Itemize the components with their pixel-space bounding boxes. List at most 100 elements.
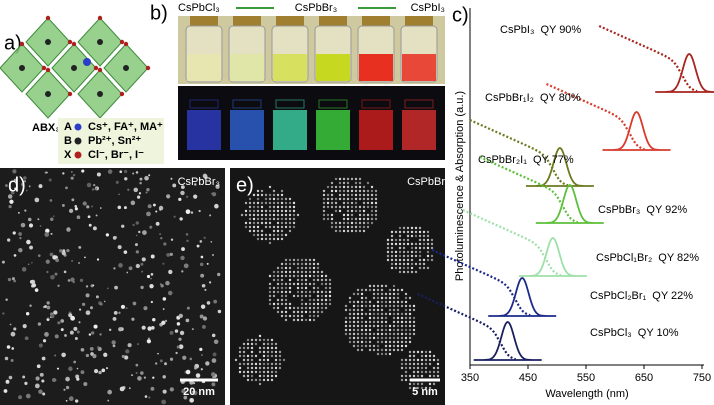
atom-column xyxy=(356,328,360,332)
atom-column xyxy=(300,310,304,314)
atom-column xyxy=(404,328,408,332)
atom-column xyxy=(354,189,358,193)
atom-column xyxy=(278,354,282,358)
absorption-curve xyxy=(546,83,645,151)
atom-column xyxy=(248,213,252,217)
atom-column xyxy=(408,350,412,354)
atom-column xyxy=(352,316,356,320)
atom-column xyxy=(390,246,394,250)
particle xyxy=(6,345,11,349)
particle xyxy=(70,277,75,282)
particle xyxy=(190,211,194,214)
atom-column xyxy=(324,278,328,282)
atom-column xyxy=(308,314,312,318)
atom-column xyxy=(408,374,412,378)
quantum-yield: QY 90% xyxy=(540,24,581,36)
atom-column xyxy=(256,237,260,241)
particle xyxy=(137,376,142,381)
particle xyxy=(121,224,125,228)
atom-column xyxy=(258,350,262,354)
particle xyxy=(161,320,166,325)
vial-cap xyxy=(190,16,218,26)
scale-label: 20 nm xyxy=(183,386,215,398)
atom-column xyxy=(292,225,296,229)
atom-column xyxy=(242,358,246,362)
particle xyxy=(142,230,147,235)
particle xyxy=(31,283,37,288)
atom-column xyxy=(388,328,392,332)
particle xyxy=(169,387,174,392)
particle xyxy=(81,169,85,173)
particle xyxy=(42,339,47,343)
particle xyxy=(140,371,144,375)
compound: CsPbCl₃ xyxy=(590,327,632,339)
atom-column xyxy=(396,304,400,308)
particle xyxy=(172,183,177,188)
atom-column xyxy=(358,225,362,229)
atom-column xyxy=(398,226,402,230)
atom-column xyxy=(396,312,400,316)
vial-rim xyxy=(404,99,434,109)
absorption-curve xyxy=(417,293,516,361)
atom-column xyxy=(370,213,374,217)
atom-column xyxy=(246,378,250,382)
atom-column xyxy=(402,270,406,274)
atom-column xyxy=(328,294,332,298)
particle xyxy=(137,343,140,346)
atom-column xyxy=(358,197,362,201)
b-site xyxy=(45,39,51,45)
atom-column xyxy=(316,310,320,314)
atom-column xyxy=(388,300,392,304)
x-tick-label: 350 xyxy=(461,372,479,384)
atom-column xyxy=(264,213,268,217)
atom-column xyxy=(354,209,358,213)
particle xyxy=(24,381,28,385)
atom-column xyxy=(280,270,284,274)
particle xyxy=(198,178,201,181)
atom-column xyxy=(398,230,402,234)
atom-column xyxy=(356,320,360,324)
atom-column xyxy=(368,316,372,320)
atom-column xyxy=(278,350,282,354)
atom-column xyxy=(272,205,276,209)
atom-column xyxy=(354,185,358,189)
atom-column xyxy=(392,316,396,320)
atom-column xyxy=(412,332,416,336)
atom-column xyxy=(312,278,316,282)
atom-column xyxy=(360,320,364,324)
atom-column xyxy=(326,201,330,205)
atom-column xyxy=(372,304,376,308)
atom-column xyxy=(300,306,304,310)
atom-column xyxy=(364,312,368,316)
atom-column xyxy=(316,314,320,318)
atom-column xyxy=(360,312,364,316)
particle xyxy=(170,177,173,180)
atom-column xyxy=(380,336,384,340)
atom-column xyxy=(360,304,364,308)
particle xyxy=(52,255,57,260)
atom-column xyxy=(272,233,276,237)
atom-column xyxy=(416,386,420,390)
particle xyxy=(5,298,8,301)
atom-column xyxy=(256,201,260,205)
atom-column xyxy=(358,181,362,185)
particle xyxy=(150,386,155,391)
atom-column xyxy=(268,201,272,205)
atom-column xyxy=(326,185,330,189)
atom-column xyxy=(432,370,436,374)
particle xyxy=(145,191,148,194)
atom-column xyxy=(350,217,354,221)
particle xyxy=(150,300,154,304)
atom-column xyxy=(248,225,252,229)
atom-column xyxy=(408,296,412,300)
atom-column xyxy=(342,185,346,189)
atom-column xyxy=(396,348,400,352)
atom-column xyxy=(346,185,350,189)
atom-column xyxy=(422,230,426,234)
particle xyxy=(143,376,146,379)
atom-column xyxy=(348,340,352,344)
atom-column xyxy=(396,328,400,332)
atom-column xyxy=(426,246,430,250)
atom-column xyxy=(272,189,276,193)
atom-column xyxy=(338,185,342,189)
